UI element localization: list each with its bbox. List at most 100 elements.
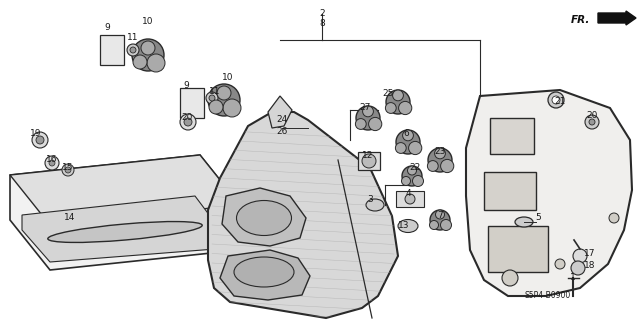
Polygon shape (22, 196, 228, 262)
Circle shape (435, 210, 445, 219)
Circle shape (206, 92, 218, 104)
Circle shape (363, 106, 373, 117)
Text: 16: 16 (46, 156, 58, 164)
Circle shape (369, 117, 382, 131)
Polygon shape (222, 188, 306, 246)
Circle shape (62, 164, 74, 176)
Circle shape (408, 166, 417, 175)
Circle shape (223, 99, 241, 117)
Circle shape (609, 213, 619, 223)
Bar (180, 88, 204, 118)
Polygon shape (268, 96, 292, 128)
Text: FR.: FR. (571, 15, 590, 25)
Circle shape (435, 148, 445, 159)
Circle shape (571, 261, 585, 275)
Circle shape (552, 96, 560, 104)
FancyArrow shape (598, 11, 636, 25)
Circle shape (502, 270, 518, 286)
Text: 2: 2 (319, 10, 325, 19)
Circle shape (208, 84, 240, 116)
Text: 14: 14 (64, 213, 76, 222)
Text: 26: 26 (276, 126, 288, 135)
Text: 17: 17 (584, 250, 596, 259)
Polygon shape (220, 250, 310, 300)
Text: 9: 9 (183, 82, 189, 91)
Circle shape (65, 167, 71, 173)
Ellipse shape (234, 257, 294, 287)
Text: 10: 10 (142, 18, 154, 27)
Circle shape (392, 90, 403, 101)
Bar (490, 118, 534, 154)
Text: S5P4-B0900: S5P4-B0900 (525, 292, 571, 300)
Text: 6: 6 (403, 129, 409, 138)
Bar (100, 35, 124, 65)
Circle shape (573, 249, 587, 263)
Polygon shape (10, 155, 240, 270)
Circle shape (49, 160, 55, 166)
Circle shape (399, 101, 412, 115)
Polygon shape (208, 112, 398, 318)
Bar (396, 191, 424, 207)
Text: 20: 20 (181, 114, 193, 123)
Circle shape (356, 106, 380, 130)
Circle shape (429, 220, 438, 229)
Circle shape (548, 92, 564, 108)
Circle shape (396, 130, 420, 154)
Text: 27: 27 (359, 103, 371, 113)
Text: 4: 4 (405, 189, 411, 198)
Text: 5: 5 (535, 213, 541, 222)
Circle shape (440, 159, 454, 172)
Circle shape (133, 55, 147, 69)
Circle shape (209, 100, 223, 114)
Text: 25: 25 (382, 90, 394, 99)
Bar (484, 172, 536, 210)
Circle shape (130, 47, 136, 53)
Circle shape (147, 54, 165, 72)
Polygon shape (466, 90, 632, 296)
Circle shape (32, 132, 48, 148)
Bar (358, 152, 380, 170)
Text: 20: 20 (586, 111, 598, 121)
Circle shape (413, 175, 424, 187)
Text: 11: 11 (209, 87, 221, 97)
Text: 7: 7 (437, 211, 443, 220)
Circle shape (355, 119, 366, 129)
Ellipse shape (398, 220, 418, 233)
Circle shape (209, 95, 215, 101)
Circle shape (385, 103, 396, 113)
Text: 18: 18 (584, 260, 596, 269)
Circle shape (403, 130, 413, 141)
Circle shape (184, 118, 192, 126)
Ellipse shape (48, 221, 202, 243)
Circle shape (440, 220, 451, 230)
Circle shape (141, 41, 155, 55)
Text: 1: 1 (570, 274, 576, 283)
Circle shape (555, 259, 565, 269)
Text: 19: 19 (30, 130, 42, 139)
Circle shape (428, 148, 452, 172)
Text: 8: 8 (319, 20, 325, 28)
Circle shape (589, 119, 595, 125)
Text: 21: 21 (554, 98, 566, 107)
Circle shape (405, 194, 415, 204)
Circle shape (430, 210, 450, 230)
Circle shape (401, 177, 410, 186)
Circle shape (386, 90, 410, 114)
Text: 23: 23 (435, 148, 445, 156)
Circle shape (402, 166, 422, 186)
Text: 9: 9 (104, 23, 110, 33)
Circle shape (396, 143, 406, 153)
Circle shape (36, 136, 44, 144)
Ellipse shape (515, 217, 533, 227)
Text: 24: 24 (276, 116, 287, 124)
Circle shape (132, 39, 164, 71)
Text: 3: 3 (367, 196, 373, 204)
Bar (488, 226, 548, 272)
Text: 13: 13 (398, 220, 410, 229)
Circle shape (428, 161, 438, 172)
Circle shape (217, 86, 231, 100)
Ellipse shape (237, 201, 291, 236)
Text: 10: 10 (222, 74, 234, 83)
Text: 22: 22 (410, 164, 420, 172)
Text: 15: 15 (62, 163, 74, 172)
